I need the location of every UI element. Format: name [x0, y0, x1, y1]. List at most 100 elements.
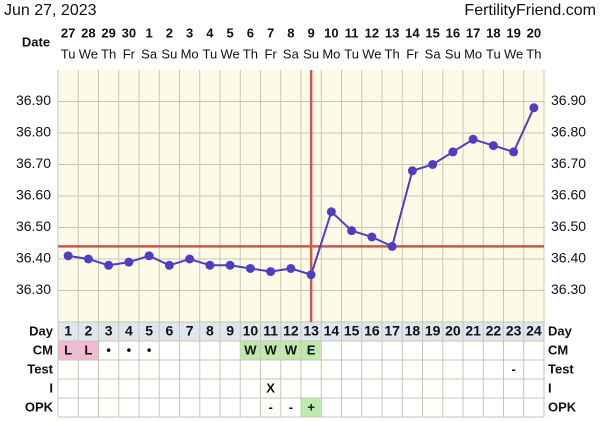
day-number: 18	[405, 323, 421, 339]
weekday-label: Tu	[344, 46, 359, 61]
temperature-point	[509, 147, 519, 157]
day-number: 24	[526, 323, 542, 339]
row-label: Day	[29, 323, 54, 338]
date-number: 3	[186, 25, 193, 40]
weekday-label: Tu	[203, 46, 218, 61]
cell-text: •	[147, 342, 152, 357]
weekday-label: Fr	[123, 46, 136, 61]
cell-text: W	[244, 342, 257, 357]
row-label: OPK	[25, 399, 54, 414]
row-label-right: I	[548, 380, 552, 395]
date-number: 27	[61, 25, 75, 40]
cell-text: W	[285, 342, 298, 357]
weekday-label: We	[362, 46, 381, 61]
temperature-point	[164, 260, 174, 270]
temperature-point	[387, 241, 397, 251]
cell-highlight	[281, 341, 301, 360]
temperature-point	[124, 257, 134, 267]
temperature-point	[448, 147, 458, 157]
date-number: 4	[206, 25, 214, 40]
weekday-label: Su	[161, 46, 177, 61]
day-number: 17	[384, 323, 400, 339]
temperature-point	[245, 263, 255, 273]
y-tick-label: 36.70	[16, 155, 51, 171]
temperature-point	[205, 260, 215, 270]
date-number: 14	[405, 25, 420, 40]
date-number: 16	[446, 25, 460, 40]
day-number: 20	[445, 323, 461, 339]
day-number: 7	[186, 323, 194, 339]
temperature-point	[488, 141, 498, 151]
day-number: 16	[364, 323, 380, 339]
row-label-right: OPK	[548, 399, 577, 414]
row-label: Test	[27, 361, 53, 376]
temperature-point	[83, 254, 93, 264]
y-tick-label: 36.90	[16, 92, 51, 108]
date-number: 15	[425, 25, 439, 40]
row-label-right: CM	[548, 342, 568, 357]
date-number: 11	[345, 25, 359, 40]
temperature-point	[326, 207, 336, 217]
temperature-point	[185, 254, 195, 264]
weekday-label: Sa	[141, 46, 158, 61]
weekday-label: Sa	[283, 46, 300, 61]
date-number: 13	[385, 25, 399, 40]
y-tick-label: 36.80	[16, 124, 51, 140]
date-number: 12	[365, 25, 379, 40]
date-number: 8	[287, 25, 294, 40]
row-label-right: Day	[548, 323, 573, 338]
date-number: 28	[81, 25, 95, 40]
weekday-label: Fr	[406, 46, 419, 61]
cell-text: •	[127, 342, 132, 357]
cell-highlight	[58, 341, 78, 360]
y-tick-label-right: 36.50	[551, 218, 586, 234]
temperature-point	[104, 260, 114, 270]
weekday-label: Th	[526, 46, 541, 61]
temperature-point	[63, 251, 73, 261]
date-number: 9	[308, 25, 315, 40]
date-number: 1	[146, 25, 153, 40]
weekday-label: Mo	[322, 46, 340, 61]
day-number: 13	[303, 323, 319, 339]
cell-text: E	[307, 342, 316, 357]
cell-text: +	[307, 399, 315, 414]
temperature-point	[347, 226, 357, 236]
weekday-label: Th	[385, 46, 400, 61]
day-number: 22	[486, 323, 502, 339]
y-tick-label-right: 36.30	[551, 281, 586, 297]
day-number: 1	[64, 323, 72, 339]
cell-text: L	[64, 342, 72, 357]
y-tick-label-right: 36.70	[551, 155, 586, 171]
cell-highlight	[301, 341, 321, 360]
weekday-label: Fr	[264, 46, 277, 61]
day-number: 2	[84, 323, 92, 339]
weekday-label: Su	[303, 46, 319, 61]
y-tick-label: 36.40	[16, 250, 51, 266]
day-number: 15	[344, 323, 360, 339]
day-number: 4	[125, 323, 133, 339]
weekday-label: Th	[101, 46, 116, 61]
cell-text: -	[289, 399, 293, 414]
weekday-label: Tu	[486, 46, 501, 61]
temperature-point	[428, 160, 438, 169]
row-label: CM	[33, 342, 53, 357]
date-label: Date	[22, 34, 50, 49]
temperature-point	[266, 267, 276, 277]
date-number: 18	[486, 25, 500, 40]
weekday-label: Su	[445, 46, 461, 61]
day-number: 5	[145, 323, 153, 339]
day-number: 3	[105, 323, 113, 339]
date-number: 19	[506, 25, 520, 40]
weekday-label: Tu	[61, 46, 76, 61]
cell-text: L	[84, 342, 92, 357]
temperature-point	[144, 251, 154, 261]
cell-highlight	[301, 398, 321, 417]
chart-date: Jun 27, 2023	[4, 2, 97, 19]
day-number: 8	[206, 323, 214, 339]
y-tick-label-right: 36.60	[551, 187, 586, 203]
row-label: I	[49, 380, 53, 395]
day-number: 21	[465, 323, 481, 339]
cell-text: -	[511, 361, 515, 376]
y-tick-label-right: 36.40	[551, 250, 586, 266]
